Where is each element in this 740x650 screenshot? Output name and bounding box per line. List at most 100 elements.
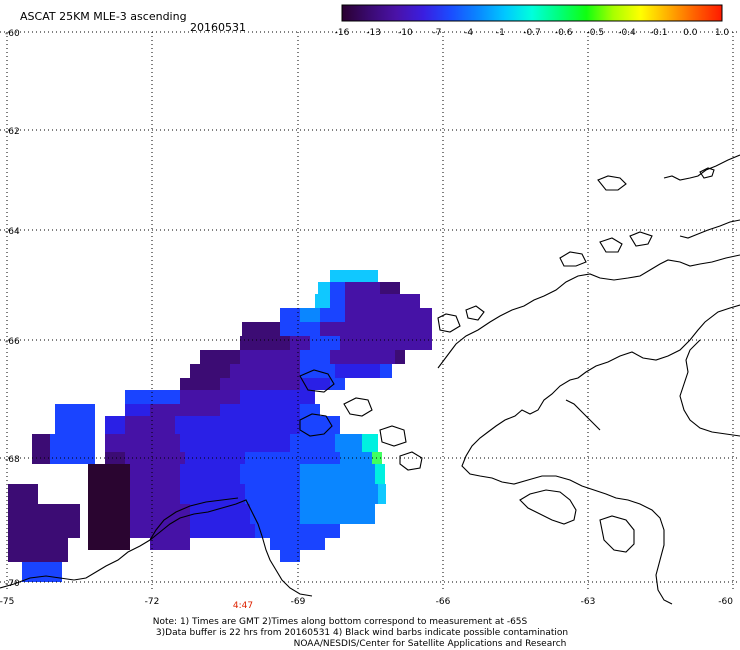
note-line-1: Note: 1) Times are GMT 2)Times along bot… bbox=[153, 617, 528, 627]
mle-cell bbox=[190, 524, 255, 538]
latitude-label: -70 bbox=[5, 579, 20, 589]
mle-cell bbox=[185, 452, 245, 464]
mle-cell bbox=[300, 308, 320, 322]
colorbar-tick-label: -0.4 bbox=[618, 28, 636, 38]
mle-cell bbox=[245, 484, 300, 504]
mle-cell bbox=[335, 364, 380, 378]
longitude-label: -72 bbox=[145, 597, 160, 607]
mle-cell bbox=[55, 416, 95, 434]
island-outline-12 bbox=[299, 369, 335, 393]
mle-cell bbox=[125, 416, 175, 434]
mle-cell bbox=[240, 434, 290, 452]
island-outline-3 bbox=[559, 251, 587, 267]
mle-cell bbox=[105, 416, 125, 434]
island-outline-5 bbox=[629, 231, 653, 247]
mle-cell bbox=[300, 416, 340, 434]
colorbar-tick-label: -1 bbox=[496, 28, 505, 38]
mle-cell bbox=[395, 350, 405, 364]
mle-cell bbox=[175, 416, 240, 434]
colorbar-tick-label: -4 bbox=[464, 28, 473, 38]
mle-cell bbox=[125, 452, 185, 464]
latitude-label: -66 bbox=[5, 337, 20, 347]
mle-cell bbox=[220, 404, 300, 416]
mle-cell bbox=[290, 336, 310, 350]
mle-cell bbox=[280, 550, 300, 562]
mle-cell bbox=[230, 364, 300, 378]
mle-cell bbox=[240, 416, 300, 434]
mle-cell bbox=[380, 282, 400, 294]
island-outline-4 bbox=[599, 237, 623, 253]
mle-cell bbox=[105, 452, 125, 464]
mle-cell bbox=[300, 524, 340, 538]
mle-cell bbox=[280, 322, 300, 336]
longitude-label: -66 bbox=[436, 597, 451, 607]
inlet-coastline bbox=[149, 497, 239, 541]
mle-cell bbox=[345, 282, 380, 294]
mle-cell bbox=[240, 336, 290, 350]
longitude-label: -60 bbox=[718, 597, 733, 607]
mle-cell bbox=[345, 294, 420, 308]
mle-cell bbox=[300, 404, 320, 416]
mle-cell bbox=[180, 378, 220, 390]
mle-cell bbox=[200, 350, 240, 364]
inner-coastline-d bbox=[565, 399, 601, 431]
mle-cell bbox=[330, 378, 345, 390]
mle-cell bbox=[255, 524, 300, 538]
island-outline-10 bbox=[379, 425, 407, 447]
mle-cell bbox=[150, 538, 190, 550]
mle-cell bbox=[300, 464, 350, 484]
mle-cell bbox=[300, 350, 330, 364]
mle-cell bbox=[130, 484, 180, 504]
island-outline-11 bbox=[399, 451, 423, 471]
mle-cell bbox=[250, 504, 300, 524]
mle-cell bbox=[345, 322, 432, 336]
mle-cell bbox=[320, 308, 345, 322]
island-outline-7 bbox=[465, 305, 485, 321]
mle-cell bbox=[318, 282, 330, 294]
mle-cell bbox=[8, 550, 68, 562]
mle-cell bbox=[300, 390, 315, 404]
longitude-label: -75 bbox=[0, 597, 14, 607]
longitude-labels: -75 -72 -69 -66 -63 -60 bbox=[0, 597, 733, 607]
latitude-label: -62 bbox=[5, 127, 20, 137]
mle-cell bbox=[88, 464, 130, 484]
mle-cell bbox=[240, 390, 300, 404]
mle-cell bbox=[300, 504, 345, 524]
bay-outline bbox=[519, 489, 577, 525]
map-plot-area: -60 -62 -64 -66 -68 -70 -75 -72 -69 -66 -63 -60 bbox=[0, 29, 740, 607]
mle-cell bbox=[310, 336, 340, 350]
mle-cell bbox=[375, 464, 385, 484]
mle-cell bbox=[340, 336, 432, 350]
mle-cell bbox=[130, 524, 190, 538]
map-date: 20160531 bbox=[190, 21, 246, 34]
mle-cell bbox=[320, 322, 345, 336]
mle-cell bbox=[32, 434, 50, 452]
latitude-label: -68 bbox=[5, 455, 20, 465]
note-line-2: 3)Data buffer is 22 hrs from 20160531 4)… bbox=[156, 628, 568, 638]
colorbar-tick-label: -0.6 bbox=[555, 28, 573, 38]
mle-cell bbox=[8, 538, 68, 550]
mle-cell bbox=[125, 404, 150, 416]
island-outline-6 bbox=[437, 313, 461, 333]
latitude-label: -60 bbox=[5, 29, 20, 39]
island-outline-8 bbox=[299, 413, 333, 437]
mle-cell bbox=[345, 504, 375, 524]
island-outline-2 bbox=[597, 175, 627, 191]
mle-cell bbox=[345, 308, 432, 322]
mle-cell bbox=[220, 378, 300, 390]
peninsula-coastline bbox=[461, 304, 740, 605]
mle-cell bbox=[130, 504, 190, 524]
colorbar-tick-label: -7 bbox=[433, 28, 442, 38]
mle-cell bbox=[180, 390, 240, 404]
latitude-labels: -60 -62 -64 -66 -68 -70 bbox=[5, 29, 20, 589]
mle-cell bbox=[330, 294, 345, 308]
colorbar-tick-label: -13 bbox=[366, 28, 381, 38]
mle-cell bbox=[190, 364, 230, 378]
colorbar-tick-label: 0.0 bbox=[683, 28, 698, 38]
mle-cell bbox=[125, 434, 180, 452]
colorbar-tick-label: -0.1 bbox=[650, 28, 668, 38]
colorbar-tick-label: -0.5 bbox=[587, 28, 605, 38]
mle-cell bbox=[180, 434, 240, 452]
mle-cell bbox=[300, 322, 320, 336]
mle-cell bbox=[55, 404, 95, 416]
